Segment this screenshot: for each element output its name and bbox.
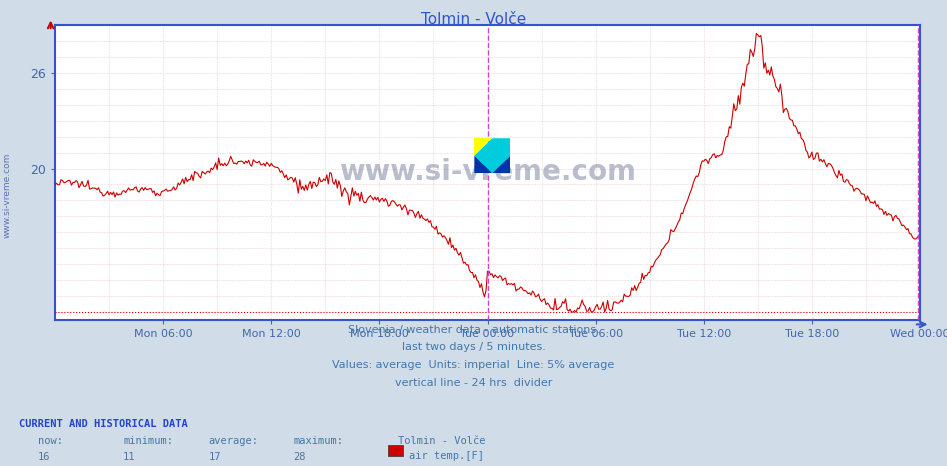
Text: www.si-vreme.com: www.si-vreme.com [339,158,636,186]
Text: 11: 11 [123,452,135,462]
Text: 28: 28 [294,452,306,462]
Text: now:: now: [38,436,63,445]
Polygon shape [474,156,492,173]
Text: vertical line - 24 hrs  divider: vertical line - 24 hrs divider [395,378,552,388]
Polygon shape [474,138,492,156]
Text: Values: average  Units: imperial  Line: 5% average: Values: average Units: imperial Line: 5%… [332,360,615,370]
Text: last two days / 5 minutes.: last two days / 5 minutes. [402,343,545,352]
Text: minimum:: minimum: [123,436,173,445]
Text: www.si-vreme.com: www.si-vreme.com [3,153,12,239]
Text: average:: average: [208,436,259,445]
Text: Tolmin - Volče: Tolmin - Volče [398,436,485,445]
Text: Slovenia / weather data - automatic stations.: Slovenia / weather data - automatic stat… [348,325,599,335]
Polygon shape [474,156,510,173]
Text: Tolmin - Volče: Tolmin - Volče [420,12,527,27]
Text: CURRENT AND HISTORICAL DATA: CURRENT AND HISTORICAL DATA [19,419,188,429]
Polygon shape [474,138,510,173]
Text: air temp.[F]: air temp.[F] [409,451,484,461]
Text: 17: 17 [208,452,221,462]
Text: 16: 16 [38,452,50,462]
Text: maximum:: maximum: [294,436,344,445]
